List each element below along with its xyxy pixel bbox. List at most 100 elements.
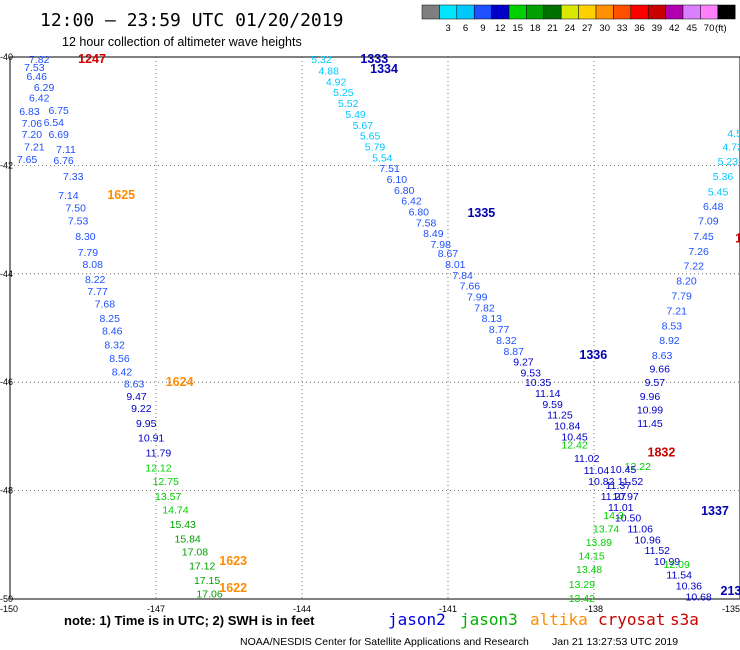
pass-time-label: 1336 [579, 348, 607, 362]
swh-value: 5.54 [372, 152, 393, 164]
pass-time-label: 1832 [648, 446, 676, 460]
swh-value: 6.54 [44, 117, 65, 129]
legend-swatch [421, 4, 440, 20]
legend-swatch [630, 4, 649, 20]
legend-swatch [613, 4, 632, 20]
swh-value: 10.36 [676, 580, 702, 592]
swh-value: 6.42 [29, 93, 50, 105]
swh-value: 7.50 [65, 203, 86, 215]
plot-frame [9, 56, 740, 600]
swh-value: 5.49 [345, 109, 366, 121]
swh-value: 13.42 [569, 593, 595, 605]
swh-value: 7.98 [430, 239, 451, 251]
satellite-name: s3a [670, 610, 699, 629]
legend-swatch [526, 4, 545, 20]
swh-value: 12.12 [145, 462, 171, 474]
swh-value: 11.25 [547, 410, 573, 422]
pass-time-label: 213 [721, 584, 740, 598]
swh-value: 10.82 [588, 476, 614, 488]
swh-value: 8.25 [100, 313, 121, 325]
swh-value: 11.04 [584, 465, 610, 477]
swh-value: 7.58 [416, 217, 437, 229]
swh-value: 5.79 [365, 141, 386, 153]
legend-swatch [456, 4, 475, 20]
swh-value: 13.74 [593, 524, 619, 536]
pass-time-label: 1334 [370, 62, 398, 76]
swh-value: 7.68 [95, 299, 116, 311]
swh-value: 11.06 [627, 524, 653, 536]
swh-value: 7.21 [667, 306, 688, 318]
swh-value: 7.09 [698, 216, 719, 228]
legend-label: 9 [480, 23, 485, 34]
swh-value: 6.80 [409, 206, 430, 218]
x-tick-label: -138 [585, 604, 603, 614]
y-tick-label: -48 [0, 486, 13, 496]
legend-swatch [647, 4, 666, 20]
swh-value: 6.48 [703, 201, 724, 213]
chart-title: 12:00 – 23:59 UTC 01/20/2019 [40, 10, 343, 31]
swh-value: 7.22 [684, 261, 705, 273]
swh-value: 7.82 [29, 54, 50, 66]
pass-time-label: 1622 [219, 581, 247, 595]
legend-swatch [473, 4, 492, 20]
swh-value: 7.45 [693, 231, 714, 243]
pass-time-label: 1624 [166, 375, 194, 389]
swh-value: 12.42 [561, 440, 587, 452]
x-tick-label: -147 [147, 604, 165, 614]
swh-value: 12.22 [625, 461, 651, 473]
swh-value: 10.84 [554, 421, 580, 433]
swh-value: 11.02 [574, 453, 600, 465]
legend-label: 42 [669, 23, 680, 34]
swh-value: 4.92 [326, 76, 347, 88]
legend-label: 24 [565, 23, 576, 34]
swh-value: 7.65 [17, 154, 38, 166]
y-tick-label: -42 [0, 160, 13, 170]
swh-value: 11.54 [666, 570, 692, 582]
swh-value: 7.33 [63, 171, 84, 183]
pass-time-label: 1623 [219, 554, 247, 568]
grid-lines [10, 57, 740, 599]
swh-value: 10.35 [525, 377, 551, 389]
swh-value: 8.08 [83, 259, 104, 271]
pass-time-label: 18 [735, 232, 740, 246]
pass-time-label: 1335 [467, 206, 495, 220]
swh-value: 7.66 [460, 281, 481, 293]
swh-value: 6.69 [48, 129, 69, 141]
swh-value: 10.45 [561, 431, 587, 443]
swh-value: 14.3 [603, 510, 624, 522]
swh-value: 4.52 [727, 128, 740, 140]
swh-value: 7.14 [58, 190, 79, 202]
swh-value: 8.63 [652, 350, 673, 362]
swh-value: 7.82 [474, 302, 495, 314]
swh-value: 7.77 [87, 286, 108, 298]
legend-label: 18 [530, 23, 541, 34]
swh-value: 6.10 [387, 174, 408, 186]
swh-value: 8.22 [85, 274, 106, 286]
swh-value: 12.75 [153, 476, 179, 488]
swh-value: 5.25 [333, 87, 354, 99]
swh-value: 5.36 [713, 171, 734, 183]
legend-label: 30 [599, 23, 610, 34]
swh-value: 8.53 [662, 320, 683, 332]
swh-value: 6.80 [394, 185, 415, 197]
swh-value: 7.26 [688, 246, 709, 258]
swh-value: 10.91 [138, 432, 164, 444]
pass-time-label: 1247 [78, 52, 106, 66]
swh-value: 11.52 [618, 476, 644, 488]
swh-value: 7.84 [452, 270, 473, 282]
swh-value: 7.21 [24, 141, 45, 153]
swh-value: 15.43 [170, 519, 196, 531]
swh-value: 4.72 [722, 141, 740, 153]
swh-value: 8.20 [676, 275, 697, 287]
pass-time-label: 1333 [360, 52, 388, 66]
legend-label: 21 [547, 23, 558, 34]
wave-height-marks: 7.827.536.466.296.426.756.836.547.066.69… [17, 54, 740, 605]
swh-value: 5.32 [311, 54, 332, 66]
swh-value: 10.45 [610, 464, 636, 476]
swh-value: 10.68 [685, 591, 711, 603]
y-tick-label: -50 [0, 594, 13, 604]
swh-value: 8.56 [109, 353, 130, 365]
swh-value: 10.96 [634, 534, 660, 546]
legend-label: 27 [582, 23, 593, 34]
